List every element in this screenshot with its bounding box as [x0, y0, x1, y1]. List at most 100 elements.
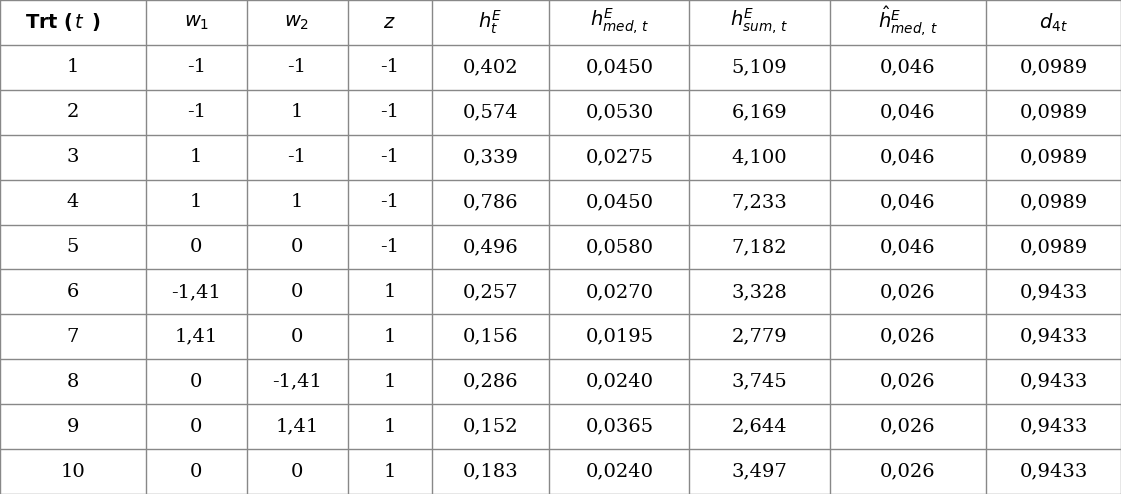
Text: 1: 1 [383, 328, 396, 346]
Text: 7: 7 [66, 328, 80, 346]
Text: -1,41: -1,41 [172, 283, 221, 301]
Text: $d_{4t}$: $d_{4t}$ [1039, 11, 1068, 34]
Text: 0,0989: 0,0989 [1020, 103, 1087, 121]
Text: 4: 4 [66, 193, 80, 211]
Text: $\mathbf{\mathit{t}}$: $\mathbf{\mathit{t}}$ [74, 13, 84, 32]
Text: -1: -1 [380, 58, 399, 77]
Text: 1: 1 [383, 283, 396, 301]
Text: 0,026: 0,026 [880, 283, 936, 301]
Text: 6: 6 [66, 283, 80, 301]
Text: 5: 5 [66, 238, 80, 256]
Text: 0,156: 0,156 [463, 328, 518, 346]
Text: 0,026: 0,026 [880, 373, 936, 391]
Text: $h_{med,\,t}^E$: $h_{med,\,t}^E$ [590, 7, 649, 38]
Text: 0,257: 0,257 [463, 283, 518, 301]
Text: $\hat{h}_{med,\,t}^E$: $\hat{h}_{med,\,t}^E$ [878, 5, 938, 40]
Text: 0,0989: 0,0989 [1020, 193, 1087, 211]
Text: 0: 0 [189, 417, 203, 436]
Text: 0,183: 0,183 [463, 462, 518, 481]
Text: 0,0450: 0,0450 [585, 58, 654, 77]
Text: 8: 8 [66, 373, 80, 391]
Text: 0,9433: 0,9433 [1020, 462, 1087, 481]
Text: 9: 9 [66, 417, 80, 436]
Text: 0,046: 0,046 [880, 103, 936, 121]
Text: 0,0450: 0,0450 [585, 193, 654, 211]
Text: -1: -1 [380, 238, 399, 256]
Text: 0,0275: 0,0275 [585, 148, 654, 166]
Text: $z$: $z$ [383, 13, 396, 32]
Text: 2: 2 [66, 103, 80, 121]
Text: 0,152: 0,152 [463, 417, 518, 436]
Text: $h_{sum,\,t}^E$: $h_{sum,\,t}^E$ [730, 7, 789, 38]
Text: 1: 1 [383, 373, 396, 391]
Text: 0: 0 [290, 328, 304, 346]
Text: 3,745: 3,745 [732, 373, 787, 391]
Text: -1: -1 [380, 193, 399, 211]
Text: 1,41: 1,41 [276, 417, 318, 436]
Text: 0,9433: 0,9433 [1020, 417, 1087, 436]
Text: 0,574: 0,574 [463, 103, 518, 121]
Text: 4,100: 4,100 [732, 148, 787, 166]
Text: 0: 0 [290, 283, 304, 301]
Text: 0,0365: 0,0365 [585, 417, 654, 436]
Text: $w_2$: $w_2$ [285, 13, 309, 32]
Text: 0,0989: 0,0989 [1020, 148, 1087, 166]
Text: 0,9433: 0,9433 [1020, 283, 1087, 301]
Text: $\mathbf{Trt\ (}$: $\mathbf{Trt\ (}$ [25, 11, 73, 34]
Text: 0: 0 [189, 462, 203, 481]
Text: 0,402: 0,402 [463, 58, 518, 77]
Text: 0,026: 0,026 [880, 328, 936, 346]
Text: 0,046: 0,046 [880, 58, 936, 77]
Text: $h_t^E$: $h_t^E$ [479, 9, 502, 36]
Text: 0: 0 [290, 238, 304, 256]
Text: 1: 1 [383, 462, 396, 481]
Text: $\mathbf{)}$: $\mathbf{)}$ [91, 11, 100, 34]
Text: 5,109: 5,109 [732, 58, 787, 77]
Text: 0,496: 0,496 [463, 238, 518, 256]
Text: 2,779: 2,779 [732, 328, 787, 346]
Text: 0: 0 [189, 373, 203, 391]
Text: 0,0270: 0,0270 [585, 283, 654, 301]
Text: 0,9433: 0,9433 [1020, 328, 1087, 346]
Text: 6,169: 6,169 [732, 103, 787, 121]
Text: 3: 3 [66, 148, 80, 166]
Text: 3,328: 3,328 [732, 283, 787, 301]
Text: -1: -1 [288, 58, 306, 77]
Text: $w_1$: $w_1$ [184, 13, 209, 32]
Text: 0,046: 0,046 [880, 238, 936, 256]
Text: 2,644: 2,644 [732, 417, 787, 436]
Text: 0,0530: 0,0530 [585, 103, 654, 121]
Text: 1,41: 1,41 [175, 328, 217, 346]
Text: -1,41: -1,41 [272, 373, 322, 391]
Text: 10: 10 [61, 462, 85, 481]
Text: 7,182: 7,182 [732, 238, 787, 256]
Text: 0,026: 0,026 [880, 417, 936, 436]
Text: 0,786: 0,786 [463, 193, 518, 211]
Text: 1: 1 [189, 148, 203, 166]
Text: 3,497: 3,497 [732, 462, 787, 481]
Text: -1: -1 [380, 148, 399, 166]
Text: 1: 1 [189, 193, 203, 211]
Text: 0,286: 0,286 [463, 373, 518, 391]
Text: 0: 0 [189, 238, 203, 256]
Text: -1: -1 [288, 148, 306, 166]
Text: 0: 0 [290, 462, 304, 481]
Text: 1: 1 [66, 58, 80, 77]
Text: -1: -1 [187, 58, 205, 77]
Text: 1: 1 [290, 193, 304, 211]
Text: 0,0989: 0,0989 [1020, 58, 1087, 77]
Text: 1: 1 [290, 103, 304, 121]
Text: -1: -1 [380, 103, 399, 121]
Text: 0,9433: 0,9433 [1020, 373, 1087, 391]
Text: 7,233: 7,233 [732, 193, 787, 211]
Text: 0,0989: 0,0989 [1020, 238, 1087, 256]
Text: 0,046: 0,046 [880, 148, 936, 166]
Text: 0,339: 0,339 [463, 148, 518, 166]
Text: -1: -1 [187, 103, 205, 121]
Text: 0,0580: 0,0580 [585, 238, 654, 256]
Text: 0,0195: 0,0195 [585, 328, 654, 346]
Text: 0,046: 0,046 [880, 193, 936, 211]
Text: 0,0240: 0,0240 [585, 462, 654, 481]
Text: 0,026: 0,026 [880, 462, 936, 481]
Text: 0,0240: 0,0240 [585, 373, 654, 391]
